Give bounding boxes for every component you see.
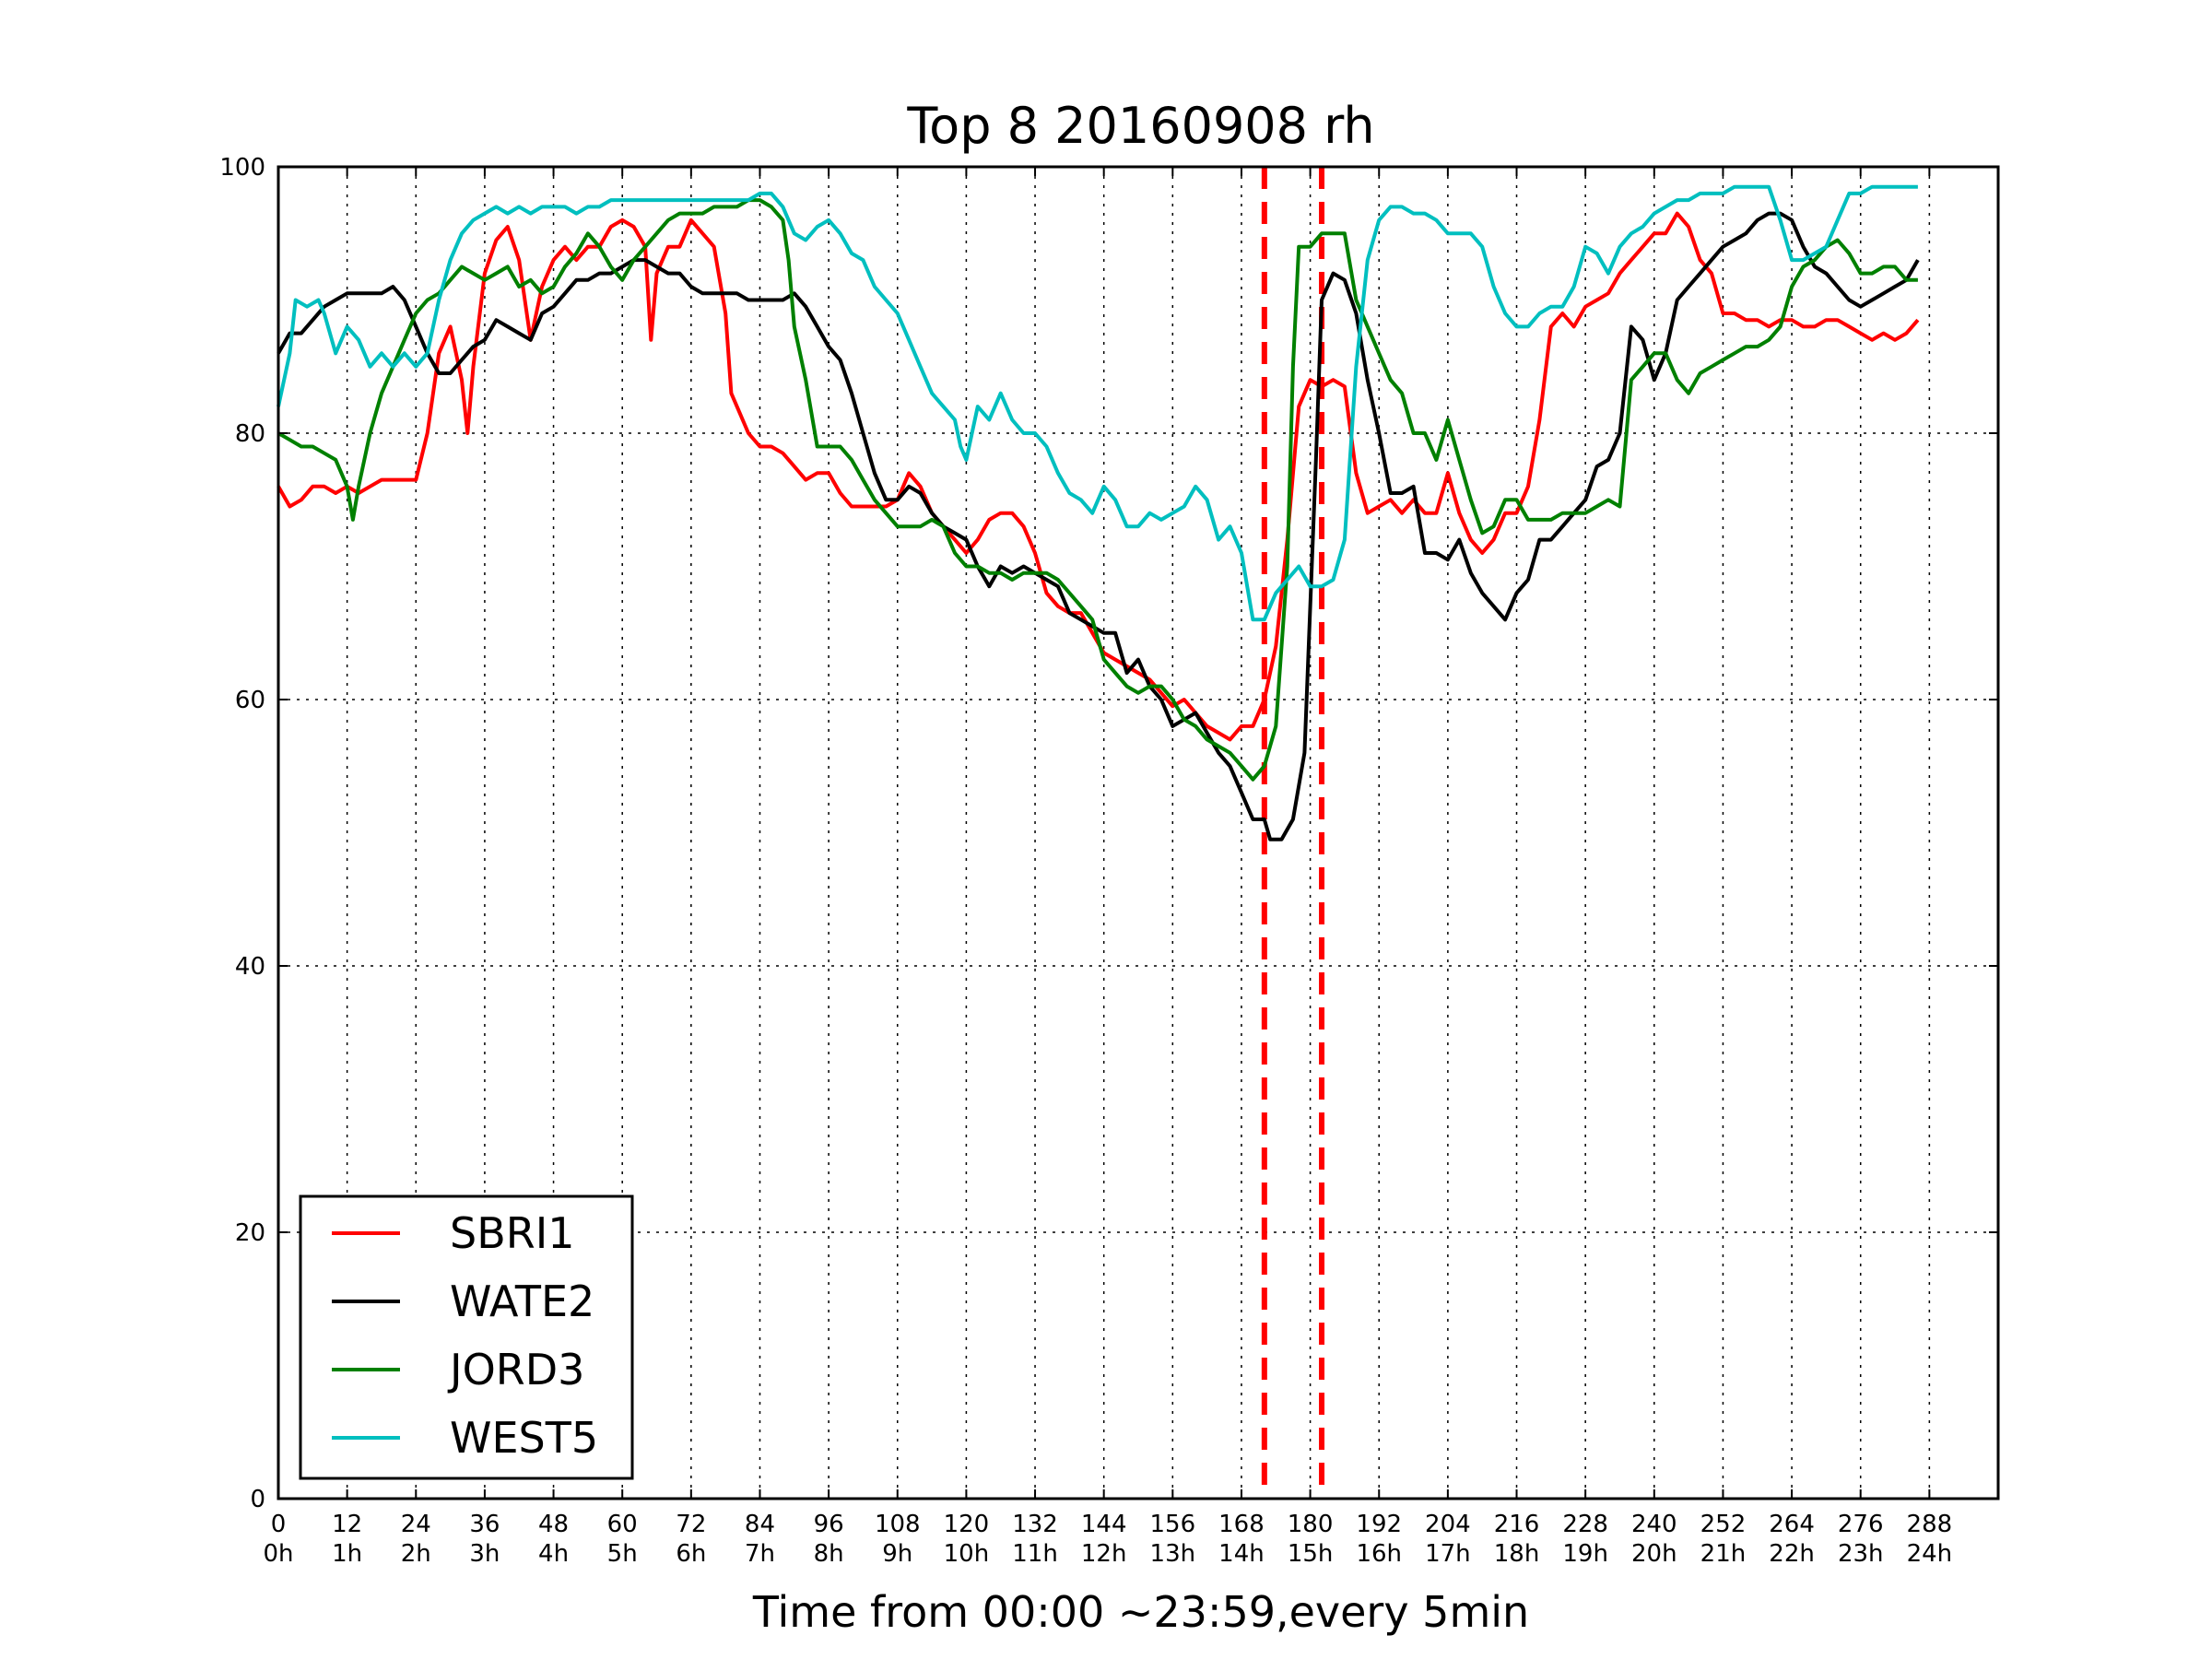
x-tick-sublabel: 16h (1356, 1540, 1402, 1568)
x-tick-sublabel: 11h (1012, 1540, 1058, 1568)
series-line-west5 (276, 184, 1918, 622)
chart-title: Top 8 20160908 rh (906, 97, 1374, 155)
x-tick-label: 132 (1012, 1511, 1058, 1538)
series-lines (276, 184, 1920, 841)
series-line-jord3 (276, 198, 1918, 782)
x-tick-label: 48 (538, 1511, 569, 1538)
x-tick-sublabel: 20h (1631, 1540, 1677, 1568)
x-tick-label: 276 (1838, 1511, 1884, 1538)
x-tick-label: 192 (1356, 1511, 1402, 1538)
x-tick-sublabel: 6h (676, 1540, 706, 1568)
series-line-sbri1 (276, 211, 1920, 742)
x-tick-sublabel: 3h (469, 1540, 500, 1568)
x-tick-label: 96 (814, 1511, 844, 1538)
y-tick-label: 20 (235, 1219, 265, 1247)
x-tick-label: 252 (1700, 1511, 1747, 1538)
axis-ticks: 00h121h242h363h484h605h726h847h968h1089h… (219, 154, 1998, 1568)
x-tick-sublabel: 17h (1425, 1540, 1471, 1568)
x-tick-label: 288 (1907, 1511, 1953, 1538)
x-tick-sublabel: 15h (1288, 1540, 1334, 1568)
x-tick-sublabel: 1h (332, 1540, 362, 1568)
x-tick-sublabel: 13h (1150, 1540, 1196, 1568)
legend-label: WEST5 (450, 1413, 598, 1463)
y-tick-label: 40 (235, 953, 265, 981)
x-tick-sublabel: 0h (263, 1540, 293, 1568)
legend-label: JORD3 (447, 1345, 584, 1394)
x-tick-sublabel: 2h (401, 1540, 431, 1568)
x-tick-label: 156 (1149, 1511, 1195, 1538)
grid (278, 167, 1998, 1499)
x-tick-label: 24 (401, 1511, 431, 1538)
x-tick-sublabel: 14h (1218, 1540, 1265, 1568)
y-tick-label: 80 (235, 420, 265, 448)
x-axis-label: Time from 00:00 ~23:59,every 5min (752, 1587, 1529, 1637)
x-tick-sublabel: 4h (538, 1540, 569, 1568)
x-tick-sublabel: 23h (1838, 1540, 1884, 1568)
x-tick-label: 108 (875, 1511, 921, 1538)
y-tick-label: 100 (219, 154, 265, 182)
x-tick-label: 12 (332, 1511, 362, 1538)
legend-box (299, 1194, 634, 1480)
x-tick-sublabel: 10h (944, 1540, 990, 1568)
x-tick-label: 168 (1218, 1511, 1265, 1538)
x-tick-label: 72 (676, 1511, 706, 1538)
x-tick-label: 120 (944, 1511, 990, 1538)
x-tick-label: 216 (1494, 1511, 1540, 1538)
x-tick-label: 240 (1631, 1511, 1677, 1538)
x-tick-label: 228 (1562, 1511, 1608, 1538)
x-tick-sublabel: 8h (814, 1540, 844, 1568)
y-tick-label: 0 (250, 1486, 265, 1513)
legend-label: WATE2 (450, 1277, 594, 1326)
x-tick-sublabel: 22h (1769, 1540, 1815, 1568)
series-line-wate2 (276, 211, 1920, 841)
x-tick-sublabel: 18h (1494, 1540, 1540, 1568)
plot-frame (276, 165, 2000, 1500)
event-markers (1261, 167, 1325, 1499)
x-tick-sublabel: 24h (1907, 1540, 1953, 1568)
x-tick-label: 60 (607, 1511, 638, 1538)
legend-label: SBRI1 (450, 1208, 575, 1258)
x-tick-sublabel: 21h (1700, 1540, 1747, 1568)
x-tick-sublabel: 5h (607, 1540, 638, 1568)
x-tick-label: 36 (469, 1511, 500, 1538)
x-tick-label: 144 (1081, 1511, 1127, 1538)
x-tick-sublabel: 19h (1562, 1540, 1608, 1568)
x-tick-label: 204 (1425, 1511, 1471, 1538)
x-tick-label: 84 (745, 1511, 775, 1538)
y-tick-label: 60 (235, 687, 265, 714)
x-tick-label: 0 (271, 1511, 287, 1538)
legend: SBRI1 WATE2 JORD3 WEST5 (299, 1194, 634, 1480)
x-tick-sublabel: 9h (882, 1540, 912, 1568)
x-tick-sublabel: 7h (745, 1540, 775, 1568)
x-tick-sublabel: 12h (1081, 1540, 1127, 1568)
x-tick-label: 264 (1769, 1511, 1815, 1538)
x-tick-label: 180 (1288, 1511, 1334, 1538)
